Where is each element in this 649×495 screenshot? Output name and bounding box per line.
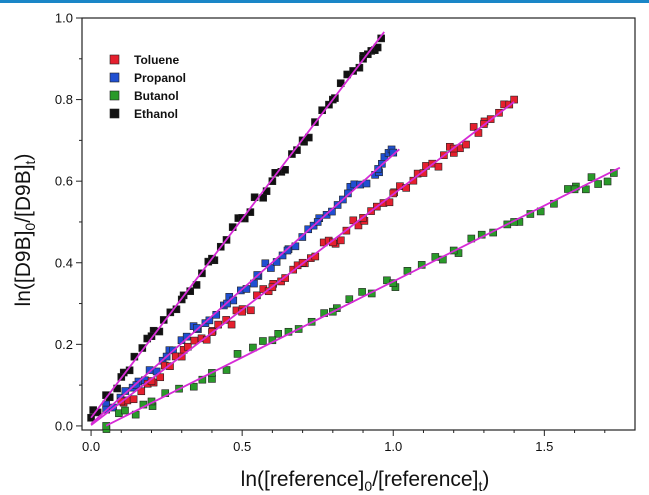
data-point-butanol — [587, 173, 596, 181]
fit-line-ethanol — [90, 31, 385, 419]
x-tick-label: 1.0 — [384, 439, 402, 454]
data-point-propanol — [132, 381, 141, 389]
data-point-toluene — [129, 395, 138, 404]
axes: 0.0 0.5 1.0 1.5 0.0 0.2 0.4 0.6 0.8 1.0 — [55, 11, 636, 454]
data-point-toluene — [337, 236, 345, 245]
data-point-butanol — [121, 406, 129, 415]
data-point-toluene — [434, 162, 443, 171]
x-tick-label: 0.5 — [233, 439, 251, 454]
data-point-butanol — [102, 422, 110, 430]
data-point-toluene — [462, 140, 470, 149]
data-points — [87, 31, 621, 433]
legend-swatch-ethanol — [109, 108, 120, 119]
fit-line-toluene — [90, 101, 515, 426]
data-point-propanol — [193, 324, 201, 332]
data-point-toluene — [469, 123, 478, 131]
y-axis-label: ln([D9B]0/[D9B]t) — [12, 154, 38, 307]
x-tick-label: 1.5 — [535, 439, 553, 454]
data-point-butanol — [564, 185, 572, 193]
data-point-ethanol — [281, 165, 289, 174]
data-point-toluene — [190, 336, 199, 345]
data-point-butanol — [594, 180, 602, 188]
y-tick-label: 1.0 — [55, 11, 73, 26]
data-point-butanol — [603, 177, 612, 186]
data-point-butanol — [259, 337, 267, 345]
data-point-butanol — [233, 350, 242, 358]
data-point-propanol — [298, 233, 307, 241]
data-point-toluene — [166, 362, 174, 371]
data-point-toluene — [227, 320, 236, 329]
x-axis-label: ln([reference]0/[reference]t) — [241, 468, 490, 494]
x-tick-label: 0.0 — [82, 439, 100, 454]
legend-label-propanol: Propanol — [134, 71, 186, 85]
data-point-propanol — [380, 153, 389, 161]
data-point-butanol — [189, 382, 198, 391]
y-tick-label: 0.4 — [55, 255, 73, 270]
fit-line-butanol — [105, 166, 621, 427]
y-tick-label: 0.8 — [55, 92, 73, 107]
legend-swatch-propanol — [109, 72, 120, 83]
data-point-propanol — [205, 316, 214, 325]
legend: Toluene Propanol Butanol Ethanol — [109, 53, 186, 121]
data-point-propanol — [261, 259, 270, 268]
data-point-toluene — [281, 274, 289, 282]
y-tick-label: 0.2 — [55, 337, 73, 352]
y-tick-label: 0.0 — [55, 418, 73, 433]
legend-swatch-toluene — [109, 54, 120, 65]
data-point-butanol — [274, 330, 282, 338]
data-point-toluene — [510, 95, 518, 104]
fit-line-propanol — [90, 148, 400, 425]
data-point-propanol — [283, 246, 292, 255]
data-point-butanol — [582, 185, 590, 194]
plot-frame — [81, 17, 636, 431]
legend-label-toluene: Toluene — [134, 53, 179, 67]
legend-label-butanol: Butanol — [134, 89, 179, 103]
data-point-toluene — [385, 198, 394, 207]
top-accent-bar — [0, 0, 649, 3]
legend-label-ethanol: Ethanol — [134, 107, 178, 121]
legend-swatch-butanol — [109, 90, 120, 101]
data-point-toluene — [247, 306, 255, 315]
data-point-toluene — [156, 373, 165, 382]
y-tick-label: 0.6 — [55, 174, 73, 189]
data-point-propanol — [250, 279, 258, 288]
data-point-ethanol — [373, 43, 382, 52]
data-point-propanol — [362, 179, 371, 188]
data-point-butanol — [222, 366, 231, 374]
data-point-propanol — [344, 189, 352, 198]
data-point-butanol — [358, 288, 366, 296]
